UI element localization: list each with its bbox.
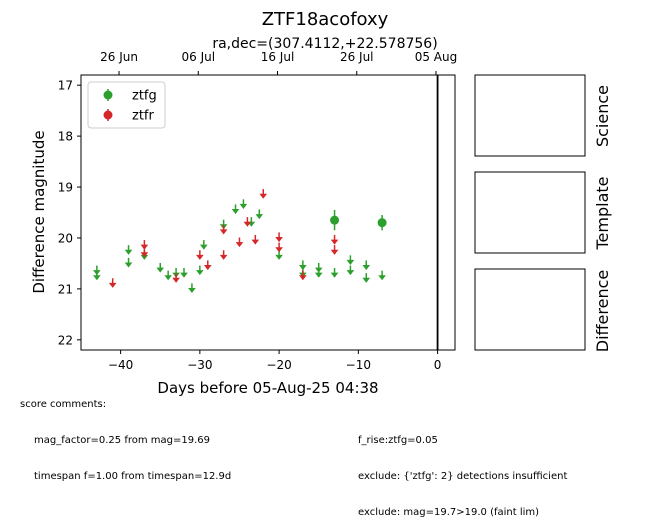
upper-limit-marker — [196, 265, 204, 276]
comment-line: timespan f=1.00 from timespan=12.9d — [34, 471, 232, 482]
y-tick-label: 20 — [58, 231, 73, 245]
legend-marker — [103, 90, 113, 100]
top-tick-label: 05 Aug — [415, 50, 458, 64]
x-tick-label: −30 — [187, 358, 212, 372]
upper-limit-marker — [330, 268, 339, 278]
upper-limit-marker — [330, 234, 339, 245]
upper-limit-marker — [314, 268, 323, 278]
top-tick-label: 16 Jul — [261, 50, 295, 64]
score-comments-left: mag_factor=0.25 from mag=19.69 timespan … — [34, 411, 231, 495]
comment-line: exclude: mag=19.7>19.0 (faint lim) — [358, 507, 540, 518]
detection-marker — [377, 215, 387, 231]
legend-label: ztfr — [132, 109, 154, 124]
legend-label: ztfg — [132, 89, 157, 104]
upper-limit-marker — [203, 260, 212, 271]
y-tick-label: 17 — [58, 79, 73, 93]
legend: ztfg ztfr — [87, 81, 166, 129]
upper-limit-marker — [330, 245, 339, 255]
upper-limit-marker — [231, 204, 240, 215]
x-tick-label: −20 — [266, 358, 291, 372]
x-tick-label: 0 — [434, 358, 442, 372]
axis-ticks: −40 −30 −20 −10 0 26 Jun 06 Jul 16 Jul 26 Jul 05 … — [58, 50, 458, 372]
legend-entry: ztfr — [103, 109, 154, 124]
difference-label: Difference — [593, 270, 612, 352]
top-tick-label: 26 Jun — [100, 50, 138, 64]
comment-line: mag_factor=0.25 from mag=19.69 — [34, 435, 211, 446]
y-axis-label: Difference magnitude — [30, 130, 48, 293]
upper-limit-marker — [164, 270, 172, 281]
upper-limit-marker — [93, 270, 101, 281]
chart-subtitle: ra,dec=(307.4112,+22.578756) — [212, 36, 437, 52]
chart-title: ZTF18acofoxy — [262, 9, 389, 30]
top-tick-label: 26 Jul — [340, 50, 374, 64]
y-tick-label: 19 — [58, 181, 73, 195]
upper-limit-marker — [200, 240, 208, 250]
upper-limit-marker — [219, 224, 228, 235]
upper-limit-marker — [108, 278, 117, 288]
difference-cutout — [474, 268, 586, 351]
x-tick-label: −10 — [346, 358, 371, 372]
upper-limit-marker — [346, 255, 355, 265]
upper-limit-marker — [255, 209, 264, 220]
upper-limit-marker — [346, 265, 355, 276]
data-marks — [93, 189, 387, 294]
x-tick-label: −40 — [108, 358, 133, 372]
science-cutout — [474, 74, 586, 157]
x-axis-label: Days before 05-Aug-25 04:38 — [157, 379, 378, 397]
upper-limit-marker — [172, 273, 180, 283]
upper-limit-marker — [180, 268, 188, 278]
upper-limit-marker — [362, 273, 371, 283]
upper-limit-marker — [140, 240, 149, 250]
upper-limit-marker — [275, 232, 283, 243]
legend-entry: ztfg — [103, 89, 157, 104]
upper-limit-marker — [275, 242, 283, 253]
upper-limit-marker — [259, 189, 268, 199]
upper-limit-marker — [156, 262, 165, 273]
plot-area — [80, 74, 456, 351]
upper-limit-marker — [243, 217, 252, 227]
y-tick-label: 21 — [58, 282, 73, 296]
upper-limit-marker — [378, 270, 386, 281]
upper-limit-marker — [235, 237, 244, 248]
science-label: Science — [593, 85, 612, 147]
score-comments-right: f_rise:ztfg=0.05 exclude: {'ztfg': 2} de… — [358, 411, 567, 531]
upper-limit-marker — [299, 260, 307, 271]
upper-limit-marker — [219, 250, 228, 260]
legend-marker — [103, 110, 113, 120]
upper-limit-marker — [251, 234, 260, 245]
upper-limit-marker — [196, 250, 204, 260]
comment-line: f_rise:ztfg=0.05 — [358, 435, 438, 446]
y-tick-label: 22 — [58, 333, 73, 347]
top-tick-label: 06 Jul — [181, 50, 215, 64]
upper-limit-marker — [299, 270, 307, 281]
score-comments-heading: score comments: — [20, 399, 107, 410]
template-cutout — [474, 171, 586, 254]
upper-limit-marker — [362, 260, 371, 271]
upper-limit-marker — [239, 199, 248, 209]
template-label: Template — [593, 176, 612, 250]
detection-marker — [330, 209, 340, 231]
upper-limit-marker — [188, 283, 196, 294]
comment-line: exclude: {'ztfg': 2} detections insuffic… — [358, 471, 568, 482]
upper-limit-marker — [247, 217, 256, 227]
y-tick-label: 18 — [58, 130, 73, 144]
upper-limit-marker — [140, 247, 149, 258]
lightcurve-figure: ZTF18acofoxy ra,dec=(307.4112,+22.578756… — [30, 9, 612, 397]
upper-limit-marker — [124, 257, 133, 268]
upper-limit-marker — [124, 245, 133, 255]
